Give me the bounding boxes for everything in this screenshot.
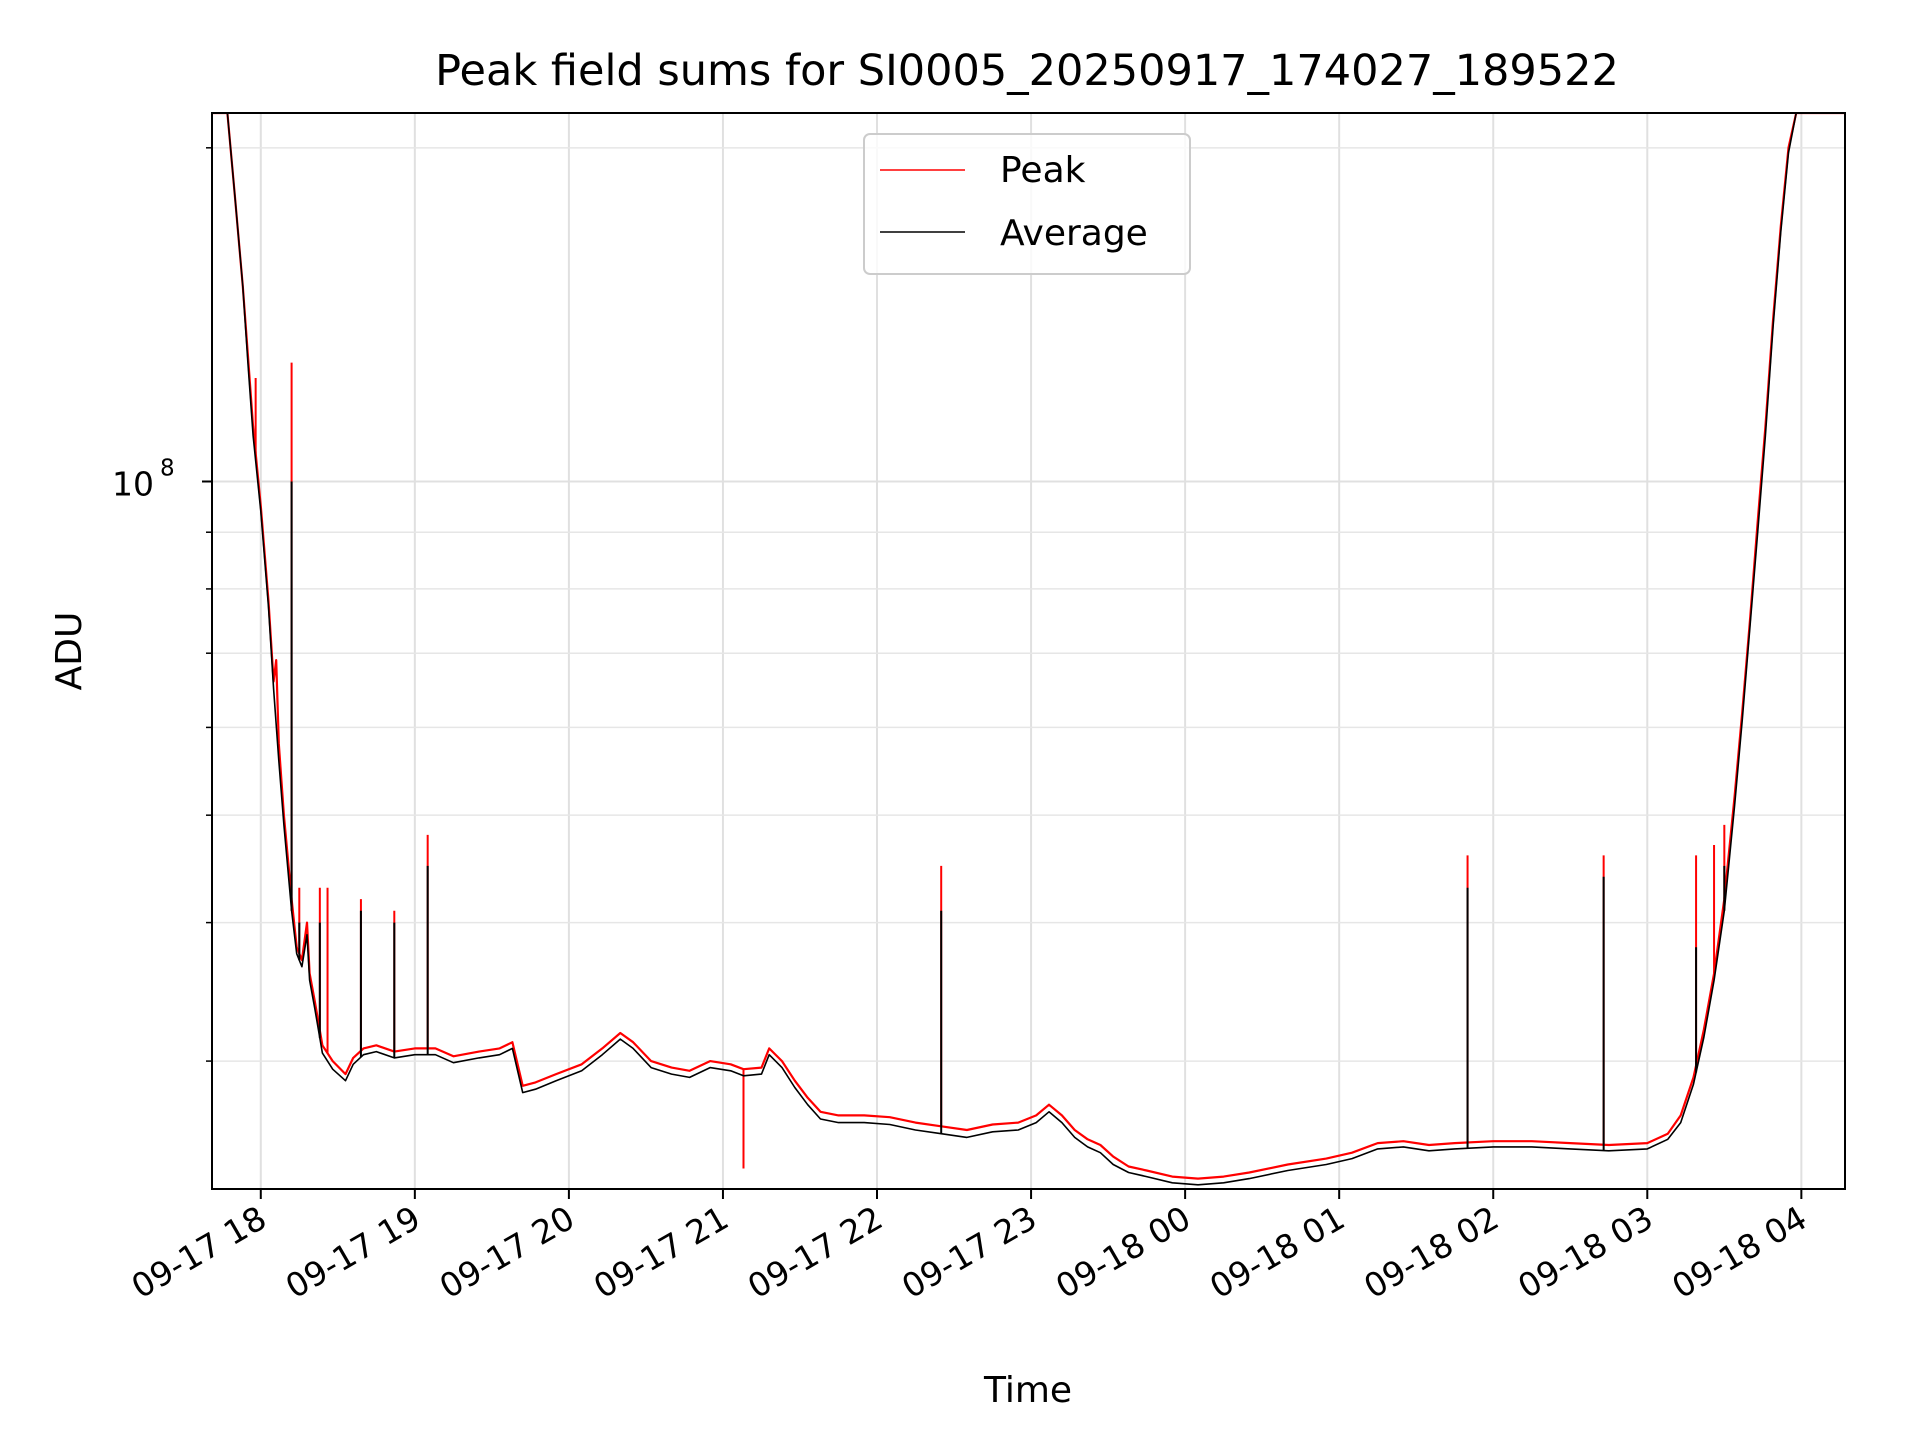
legend-label-peak: Peak: [1000, 150, 1086, 191]
svg-text:8: 8: [160, 455, 175, 481]
legend-label-average: Average: [1000, 213, 1148, 254]
svg-text:10: 10: [112, 464, 154, 503]
y-tick-label: 10 8: [112, 455, 175, 503]
series-line-peak: [212, 113, 1845, 1180]
plot-frame: [211, 112, 1846, 1190]
grid: [212, 113, 1845, 1189]
legend: Peak Average: [863, 133, 1191, 275]
chart-title: Peak field sums for SI0005_20250917_1740…: [435, 46, 1619, 96]
y-axis: 10 8: [112, 147, 212, 1062]
series-line-average: [212, 113, 1845, 1186]
x-axis-label: Time: [983, 1370, 1072, 1411]
legend-box: [863, 133, 1191, 275]
series-layer: [212, 113, 1845, 1186]
y-axis-label: ADU: [49, 612, 90, 691]
